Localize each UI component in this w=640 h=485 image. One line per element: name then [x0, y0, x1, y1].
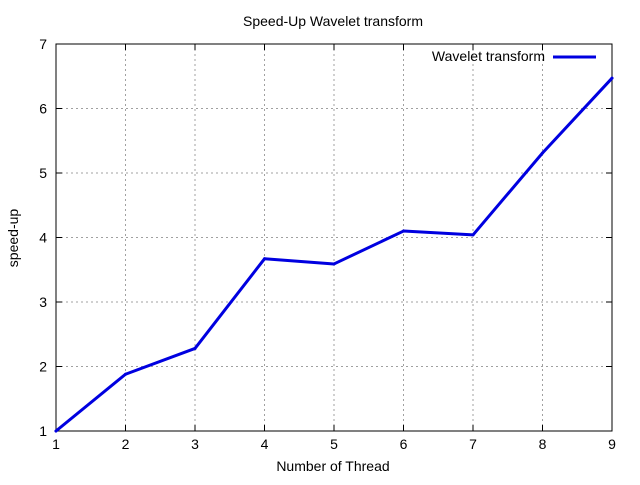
x-tick-label: 4 — [261, 436, 269, 452]
data-point — [610, 76, 614, 80]
tick-labels: 1 2 3 4 5 6 7 8 9 1 2 3 4 5 6 7 — [39, 36, 616, 452]
x-axis-label: Number of Thread — [276, 458, 389, 474]
x-tick-label: 2 — [122, 436, 130, 452]
y-tick-label: 7 — [39, 36, 47, 52]
y-tick-label: 2 — [39, 359, 47, 375]
data-point — [54, 429, 58, 433]
axes — [55, 43, 613, 432]
y-axis-label: speed-up — [5, 209, 21, 268]
y-tick-label: 1 — [39, 423, 47, 439]
x-tick-label: 9 — [608, 436, 616, 452]
x-tick-label: 5 — [330, 436, 338, 452]
data-point — [193, 346, 197, 350]
plot-frame — [55, 43, 613, 432]
series-lines — [54, 76, 614, 433]
y-tick-label: 6 — [39, 101, 47, 117]
chart-title: Speed-Up Wavelet transform — [243, 13, 423, 29]
x-tick-label: 6 — [400, 436, 408, 452]
legend: Wavelet transform — [432, 48, 596, 64]
grid-lines — [56, 44, 612, 431]
y-tick-label: 3 — [39, 294, 47, 310]
legend-label: Wavelet transform — [432, 48, 545, 64]
data-point — [471, 233, 475, 237]
data-point — [541, 151, 544, 155]
x-tick-label: 7 — [469, 436, 477, 452]
y-tick-label: 4 — [39, 230, 47, 246]
y-tick-label: 5 — [39, 165, 47, 181]
x-tick-label: 3 — [191, 436, 199, 452]
x-tick-label: 8 — [539, 436, 547, 452]
x-tick-label: 1 — [52, 436, 60, 452]
data-point — [124, 372, 127, 376]
data-point — [263, 257, 266, 261]
data-point — [332, 262, 336, 266]
data-point — [402, 229, 405, 233]
